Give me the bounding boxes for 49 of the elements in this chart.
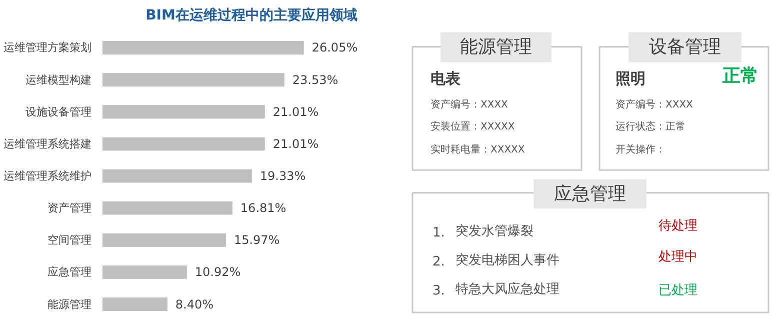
bar [102, 233, 226, 247]
y-tick-label: 运维模型构建 [26, 73, 92, 86]
data-label: 21.01% [272, 136, 319, 151]
text: 资产编号：XXXX [430, 98, 508, 111]
bar [102, 137, 265, 151]
text: 资产编号：XXXX [616, 98, 694, 111]
y-tick-label: 运维管理系统维护 [4, 170, 92, 182]
text: 突发水管爆裂 [456, 224, 534, 239]
text: 已处理 [658, 283, 698, 298]
text: 待处理 [658, 218, 698, 234]
bar [102, 265, 187, 279]
text: 特急大风应急处理 [456, 281, 560, 298]
text: 正常 [722, 65, 758, 86]
text: 设备管理 [649, 36, 721, 58]
text: 安装位置：XXXXX [430, 120, 515, 133]
y-tick-label: 能源管理 [48, 298, 92, 311]
y-tick-label: 运维管理方案策划 [4, 41, 92, 54]
text: 运行状态：正常 [616, 120, 686, 133]
data-label: 26.05% [312, 40, 358, 55]
text: 应急管理 [554, 183, 626, 204]
data-label: 8.40% [175, 297, 214, 312]
text: 1. [432, 225, 445, 240]
text: 3. [432, 284, 445, 299]
bar [102, 41, 304, 54]
data-label: 23.53% [292, 72, 338, 87]
text: 处理中 [658, 249, 698, 264]
text: 2. [432, 254, 445, 270]
data-label: 15.97% [234, 233, 280, 248]
y-tick-label: 资产管理 [48, 202, 92, 215]
data-label: 21.01% [272, 104, 319, 119]
bar [102, 201, 232, 215]
y-tick-label: 设施设备管理 [26, 105, 92, 118]
data-label: 16.81% [240, 201, 286, 216]
text: 突发电梯困人事件 [456, 252, 560, 268]
bar [102, 73, 284, 87]
text: 照明 [616, 70, 646, 88]
chart-title: BIM在运维过程中的主要应用领域 [146, 6, 358, 24]
bar [102, 298, 168, 311]
text: 电表 [430, 70, 462, 88]
data-label: 19.33% [260, 169, 306, 183]
text: 能源管理 [460, 36, 532, 58]
data-label: 10.92% [194, 265, 241, 280]
bar [102, 105, 265, 119]
y-tick-label: 应急管理 [48, 266, 92, 279]
text: 开关操作： [616, 143, 666, 156]
text: 实时耗电量：XXXXX [430, 143, 525, 156]
y-tick-label: 空间管理 [48, 234, 92, 247]
bar [102, 169, 252, 183]
y-tick-label: 运维管理系统搭建 [4, 137, 92, 150]
